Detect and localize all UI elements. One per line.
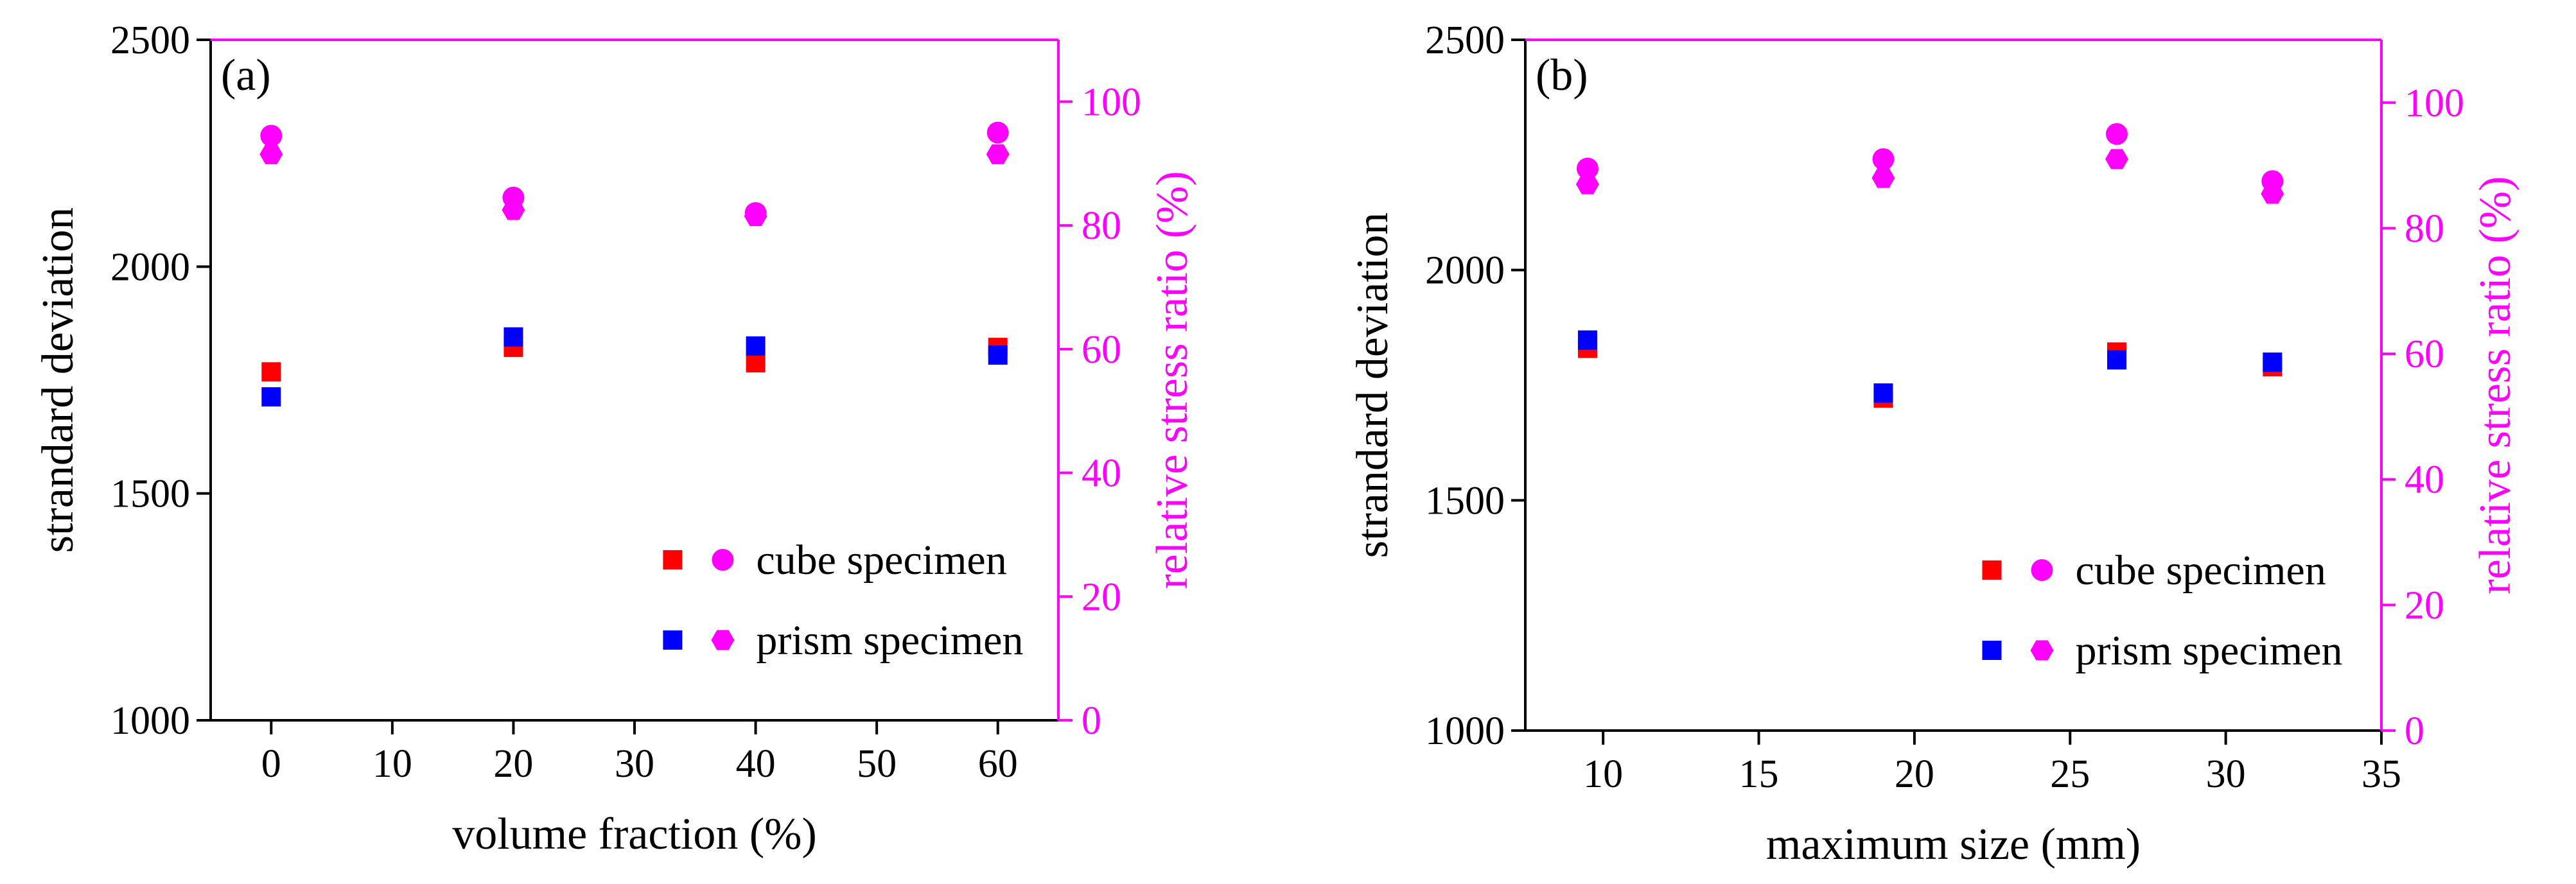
x-tick-label: 30 (2206, 752, 2246, 796)
y2-tick-label: 100 (1082, 80, 1141, 124)
data-point-prism-ratio (986, 144, 1010, 164)
data-point-cube-ratio (260, 125, 283, 147)
panel-label: (a) (221, 51, 271, 100)
legend-hexagon-marker (2030, 640, 2054, 661)
data-point-cube-ratio (1576, 157, 1599, 180)
y2-tick-label: 0 (1082, 699, 1101, 743)
legend-square-marker (1982, 560, 2002, 580)
legend-label: cube specimen (2075, 547, 2326, 594)
y2-tick-label: 60 (2405, 333, 2444, 376)
legend-label: prism specimen (756, 617, 1023, 664)
x-axis-title: volume fraction (%) (452, 810, 817, 859)
data-point-prism-ratio (2105, 149, 2128, 169)
data-point-cube-ratio (986, 121, 1009, 144)
y2-tick-label: 80 (1082, 204, 1121, 248)
data-point-prism-ratio (744, 206, 767, 227)
data-point-prism-ratio (2261, 184, 2284, 204)
y2-tick-label: 20 (1082, 575, 1121, 619)
y2-axis-title: relative stress ratio (%) (1148, 171, 1197, 589)
y2-tick-label: 20 (2405, 584, 2444, 627)
y2-tick-label: 40 (1082, 452, 1121, 496)
x-tick-label: 20 (493, 742, 533, 786)
legend-label: cube specimen (756, 537, 1006, 584)
legend-label: prism specimen (2075, 627, 2342, 674)
y-tick-label: 2500 (1425, 19, 1505, 62)
chart-panel-b: 10 15 20 25 30 35 1000 1500 2000 2500 0 20 40 60 80 100… (1348, 19, 2520, 869)
panel-label: (b) (1536, 51, 1588, 100)
y-tick-label: 2000 (1425, 249, 1505, 293)
x-tick-label: 35 (2361, 752, 2401, 796)
data-point-prism-ratio (259, 144, 283, 164)
data-point-cube-ratio (1872, 148, 1895, 170)
y-axis-title: strandard deviation (33, 207, 83, 553)
data-point-cube-ratio (2105, 123, 2128, 145)
legend-circle-marker (2031, 559, 2053, 581)
data-point-prism (2263, 352, 2282, 372)
legend-square-marker (1982, 641, 2002, 660)
data-point-prism (504, 327, 523, 347)
x-tick-label: 60 (978, 742, 1018, 786)
data-point-prism-ratio (1575, 174, 1599, 195)
y2-tick-label: 40 (2405, 458, 2444, 502)
x-tick-label: 30 (615, 742, 654, 786)
data-point-prism-ratio (502, 200, 525, 220)
chart-panel-a: 0 10 20 30 40 50 60 1000 1500 2000 2500 0 20 40 60 80 10… (33, 19, 1197, 859)
y-tick-label: 1000 (1425, 709, 1505, 753)
legend-circle-marker (712, 549, 734, 571)
data-point-prism-ratio (1871, 168, 1895, 188)
data-point-cube (746, 353, 766, 373)
data-point-cube (261, 362, 281, 382)
y2-tick-label: 60 (1082, 328, 1121, 372)
y2-tick-label: 0 (2405, 709, 2424, 753)
x-tick-label: 10 (372, 742, 412, 786)
x-axis-title: maximum size (mm) (1766, 820, 2141, 869)
y-tick-label: 2000 (110, 245, 190, 289)
y-tick-label: 1500 (110, 472, 190, 516)
x-tick-label: 25 (2050, 752, 2090, 796)
y-axis-title: strandard deviation (1348, 212, 1398, 558)
y2-axis-title: relative stress ratio (%) (2471, 176, 2520, 594)
x-tick-label: 50 (857, 742, 897, 786)
y2-tick-label: 80 (2405, 207, 2444, 250)
data-point-prism (1577, 330, 1597, 350)
y-tick-label: 1500 (1425, 479, 1505, 523)
x-tick-label: 40 (736, 742, 776, 786)
data-point-prism (1873, 383, 1893, 403)
x-tick-label: 10 (1583, 752, 1623, 796)
y2-tick-label: 100 (2405, 82, 2464, 125)
x-tick-label: 20 (1895, 752, 1934, 796)
legend-square-marker (663, 550, 683, 569)
data-point-prism (746, 336, 766, 356)
data-point-prism (988, 345, 1008, 365)
x-tick-label: 0 (261, 742, 281, 786)
data-point-prism (2107, 350, 2126, 370)
legend-hexagon-marker (711, 630, 735, 650)
data-point-prism (261, 387, 281, 407)
x-tick-label: 15 (1739, 752, 1779, 796)
legend-square-marker (663, 630, 683, 650)
y-tick-label: 2500 (110, 19, 190, 62)
y-tick-label: 1000 (110, 699, 190, 743)
